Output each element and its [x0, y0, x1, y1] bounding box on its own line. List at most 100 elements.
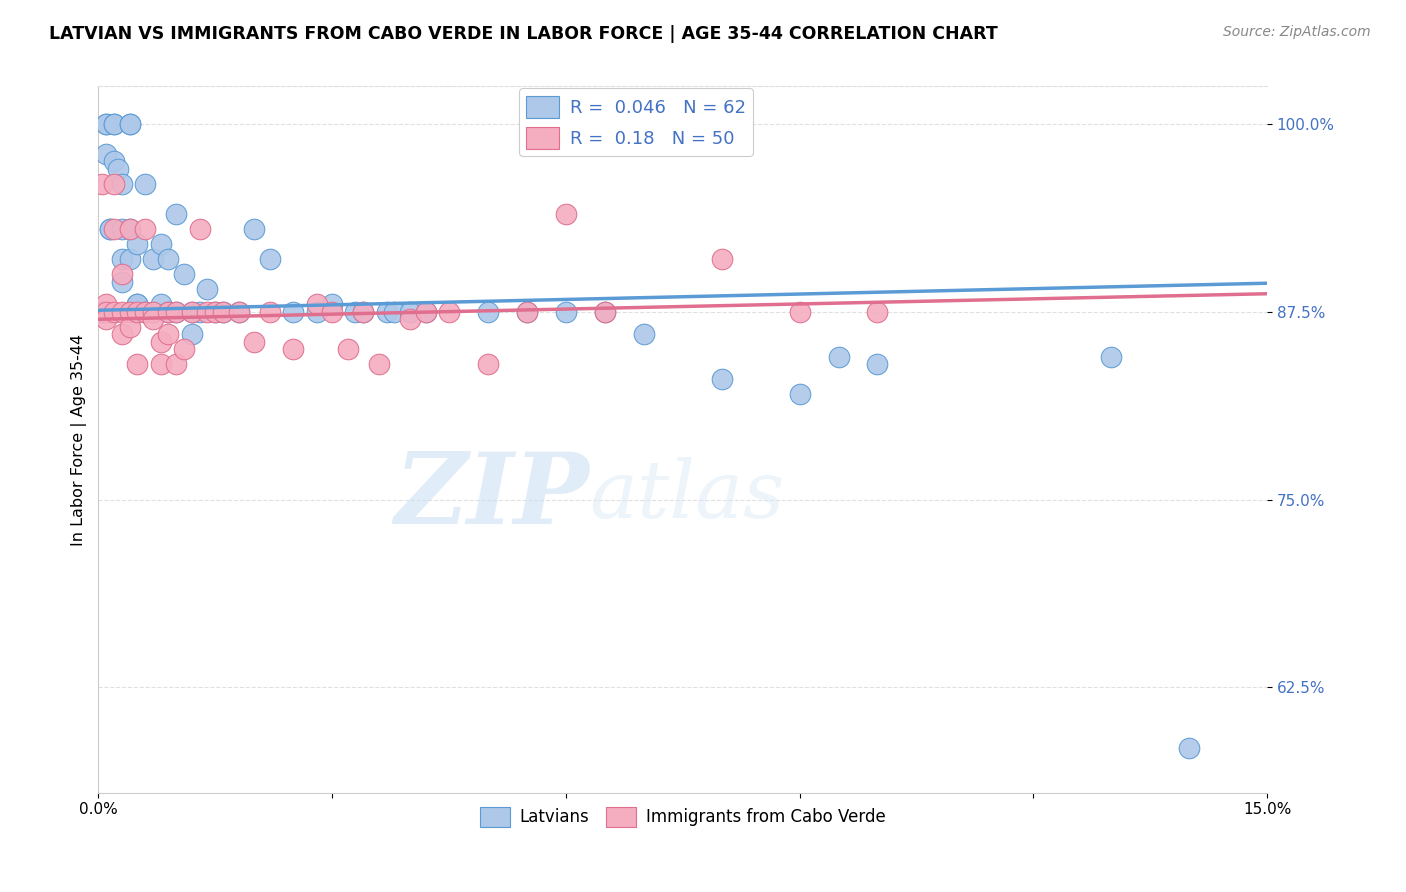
Point — [228, 305, 250, 319]
Point — [91, 177, 114, 191]
Point — [180, 305, 202, 319]
Point — [94, 312, 117, 326]
Point — [149, 334, 172, 349]
Point — [173, 267, 195, 281]
Point — [118, 252, 141, 267]
Point — [593, 305, 616, 319]
Point — [157, 327, 180, 342]
Point — [127, 297, 149, 311]
Point — [165, 357, 187, 371]
Point — [305, 297, 328, 311]
Point — [142, 305, 165, 319]
Point — [118, 305, 141, 319]
Point — [118, 222, 141, 236]
Point — [197, 282, 219, 296]
Text: atlas: atlas — [589, 458, 785, 535]
Point — [118, 319, 141, 334]
Point — [399, 312, 422, 326]
Point — [94, 297, 117, 311]
Point — [107, 161, 129, 176]
Point — [415, 305, 437, 319]
Point — [367, 357, 389, 371]
Point — [134, 305, 156, 319]
Point — [103, 305, 125, 319]
Y-axis label: In Labor Force | Age 35-44: In Labor Force | Age 35-44 — [72, 334, 87, 546]
Point — [103, 154, 125, 169]
Point — [157, 305, 180, 319]
Point — [866, 357, 889, 371]
Point — [127, 305, 149, 319]
Point — [554, 305, 576, 319]
Point — [259, 305, 281, 319]
Point — [157, 252, 180, 267]
Point — [111, 305, 134, 319]
Point — [111, 177, 134, 191]
Point — [98, 222, 121, 236]
Point — [142, 305, 165, 319]
Point — [375, 305, 398, 319]
Point — [94, 117, 117, 131]
Point — [127, 237, 149, 252]
Point — [305, 305, 328, 319]
Point — [212, 305, 235, 319]
Point — [243, 222, 266, 236]
Point — [94, 305, 117, 319]
Point — [127, 357, 149, 371]
Point — [399, 305, 422, 319]
Point — [204, 305, 226, 319]
Point — [243, 334, 266, 349]
Point — [118, 222, 141, 236]
Point — [134, 222, 156, 236]
Point — [94, 117, 117, 131]
Point — [477, 305, 499, 319]
Point — [91, 305, 114, 319]
Point — [866, 305, 889, 319]
Point — [352, 305, 374, 319]
Point — [127, 297, 149, 311]
Point — [98, 222, 121, 236]
Point — [149, 357, 172, 371]
Point — [118, 117, 141, 131]
Point — [1178, 740, 1201, 755]
Point — [111, 327, 134, 342]
Point — [157, 305, 180, 319]
Point — [134, 305, 156, 319]
Point — [142, 312, 165, 326]
Point — [336, 343, 359, 357]
Point — [789, 387, 811, 401]
Point — [197, 305, 219, 319]
Text: ZIP: ZIP — [394, 448, 589, 544]
Point — [477, 357, 499, 371]
Point — [204, 305, 226, 319]
Point — [149, 237, 172, 252]
Point — [710, 372, 733, 386]
Point — [321, 305, 343, 319]
Point — [1099, 350, 1122, 364]
Point — [516, 305, 538, 319]
Point — [111, 275, 134, 289]
Point — [165, 207, 187, 221]
Point — [142, 252, 165, 267]
Text: Source: ZipAtlas.com: Source: ZipAtlas.com — [1223, 25, 1371, 39]
Point — [94, 147, 117, 161]
Point — [789, 305, 811, 319]
Legend: Latvians, Immigrants from Cabo Verde: Latvians, Immigrants from Cabo Verde — [472, 800, 893, 834]
Text: LATVIAN VS IMMIGRANTS FROM CABO VERDE IN LABOR FORCE | AGE 35-44 CORRELATION CHA: LATVIAN VS IMMIGRANTS FROM CABO VERDE IN… — [49, 25, 998, 43]
Point — [352, 305, 374, 319]
Point — [516, 305, 538, 319]
Point — [321, 297, 343, 311]
Point — [111, 267, 134, 281]
Point — [259, 252, 281, 267]
Point — [103, 117, 125, 131]
Point — [103, 222, 125, 236]
Point — [103, 117, 125, 131]
Point — [188, 305, 211, 319]
Point — [710, 252, 733, 267]
Point — [180, 327, 202, 342]
Point — [281, 343, 304, 357]
Point — [173, 343, 195, 357]
Point — [593, 305, 616, 319]
Point — [437, 305, 460, 319]
Point — [118, 117, 141, 131]
Point — [165, 305, 187, 319]
